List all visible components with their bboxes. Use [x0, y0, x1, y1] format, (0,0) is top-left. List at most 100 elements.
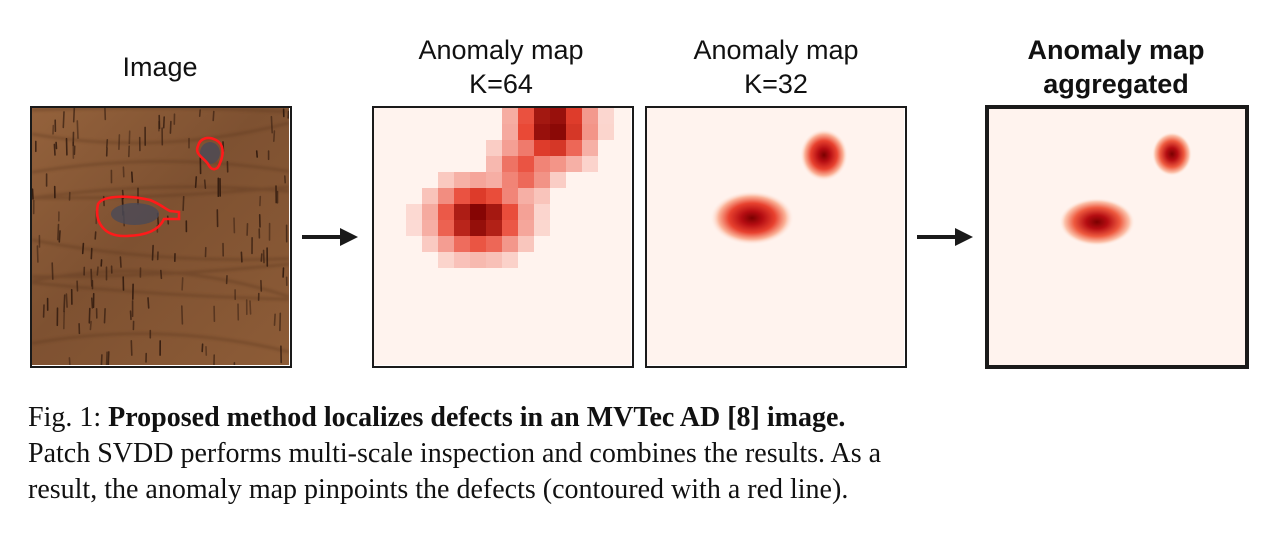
heatmap-cell	[454, 252, 470, 268]
anomaly-map-aggregated-panel	[985, 105, 1249, 369]
heatmap-cell	[502, 188, 518, 204]
wood-grain-mark	[273, 313, 276, 326]
heatmap-cell	[502, 220, 518, 236]
heatmap-cell	[598, 108, 614, 124]
caption-fig-label: Fig. 1:	[28, 402, 102, 433]
wood-grain-mark	[160, 269, 163, 280]
heatmap-cell	[502, 124, 518, 140]
wood-grain-mark	[181, 305, 184, 325]
heatmap-cell	[566, 108, 582, 124]
wood-grain-mark	[62, 111, 65, 129]
heatmap-cell	[518, 108, 534, 124]
heatmap-cell	[566, 140, 582, 156]
wood-grain-mark	[255, 150, 258, 158]
heatmap-cell	[550, 108, 566, 124]
k64-title-line-2: K=64	[469, 69, 533, 99]
caption-line-1: Fig. 1: Proposed method localizes defect…	[28, 400, 1258, 436]
wood-streak	[32, 108, 289, 114]
heatmap-cell	[486, 220, 502, 236]
anomaly-map-k64-title: Anomaly map K=64	[370, 33, 632, 101]
wood-grain-mark	[169, 120, 172, 134]
wood-grain-mark	[76, 120, 79, 139]
wood-grain-mark	[100, 354, 103, 365]
wood-streak	[32, 332, 289, 354]
wood-grain-mark	[90, 247, 93, 260]
wood-image	[32, 108, 289, 365]
wood-grain-mark	[68, 357, 71, 365]
heatmap-cell	[518, 188, 534, 204]
anomaly-map-aggregated-title: Anomaly map aggregated	[985, 33, 1247, 101]
wood-grain-mark	[63, 294, 66, 313]
k32-title-line-2: K=32	[744, 69, 808, 99]
k64-title-line-1: Anomaly map	[418, 35, 584, 65]
wood-streak	[32, 185, 289, 200]
wood-grain-mark	[273, 130, 276, 143]
heatmap-cell	[486, 188, 502, 204]
image-title: Image	[60, 50, 260, 84]
defect-contour-small	[195, 136, 224, 171]
k32-blob-small	[800, 129, 848, 181]
wood-grain-mark	[96, 266, 99, 276]
heatmap-cell	[486, 236, 502, 252]
heatmap-cell	[422, 204, 438, 220]
heatmap-cell	[470, 188, 486, 204]
wood-grain-mark	[129, 310, 132, 321]
heatmap-cell	[502, 108, 518, 124]
arrow-right-icon	[917, 228, 973, 246]
heatmap-cell	[422, 220, 438, 236]
wood-image-panel	[30, 106, 292, 368]
heatmap-cell	[454, 220, 470, 236]
wood-grain-mark	[88, 307, 91, 324]
heatmap-cell	[534, 156, 550, 172]
defect-contour-large	[95, 195, 181, 238]
heatmap-cell	[454, 172, 470, 188]
heatmap-cell	[438, 236, 454, 252]
heatmap-cell	[518, 172, 534, 188]
heatmap-cell	[486, 252, 502, 268]
wood-grain-mark	[53, 143, 56, 156]
wood-grain-mark	[65, 293, 68, 308]
wood-grain-mark	[151, 244, 154, 261]
heatmap-cell	[534, 108, 550, 124]
heatmap-cell	[422, 236, 438, 252]
heatmap-cell	[518, 204, 534, 220]
heatmap-cell	[534, 124, 550, 140]
heatmap-cell	[502, 252, 518, 268]
wood-grain-mark	[181, 277, 184, 291]
heatmap-cell	[502, 156, 518, 172]
aggregated-title-line-2: aggregated	[1043, 69, 1189, 99]
heatmap-cell	[566, 124, 582, 140]
wood-grain-mark	[147, 297, 150, 309]
k32-blob-large	[710, 191, 794, 245]
wood-grain-mark	[249, 300, 252, 315]
heatmap-cell	[486, 172, 502, 188]
wood-streak	[32, 121, 289, 145]
wood-grain-mark	[107, 351, 110, 365]
wood-grain-mark	[32, 188, 34, 200]
heatmap-cell	[582, 140, 598, 156]
heatmap-cell	[438, 204, 454, 220]
wood-grain-mark	[51, 262, 54, 280]
wood-grain-mark	[58, 230, 61, 243]
heatmap-cell	[502, 204, 518, 220]
wood-grain-mark	[89, 320, 92, 331]
wood-grain-mark	[94, 231, 97, 240]
k32-title-line-1: Anomaly map	[693, 35, 859, 65]
heatmap-cell	[550, 172, 566, 188]
wood-grain-mark	[118, 134, 121, 151]
caption-line-2: Patch SVDD performs multi-scale inspecti…	[28, 438, 882, 469]
heatmap-cell	[438, 172, 454, 188]
heatmap-cell	[534, 172, 550, 188]
wood-grain-mark	[36, 245, 39, 263]
anomaly-map-k32-panel	[645, 106, 907, 368]
image-title-line-1: Image	[122, 52, 198, 82]
wood-grain-mark	[182, 195, 185, 211]
aggregated-title-line-1: Anomaly map	[1027, 35, 1205, 65]
heatmap-cell	[438, 252, 454, 268]
heatmap-cell	[470, 204, 486, 220]
heatmap-cell	[502, 236, 518, 252]
defect-large	[111, 203, 159, 225]
anomaly-map-k32-title: Anomaly map K=32	[645, 33, 907, 101]
heatmap-cell	[518, 140, 534, 156]
defect-small	[200, 142, 220, 164]
